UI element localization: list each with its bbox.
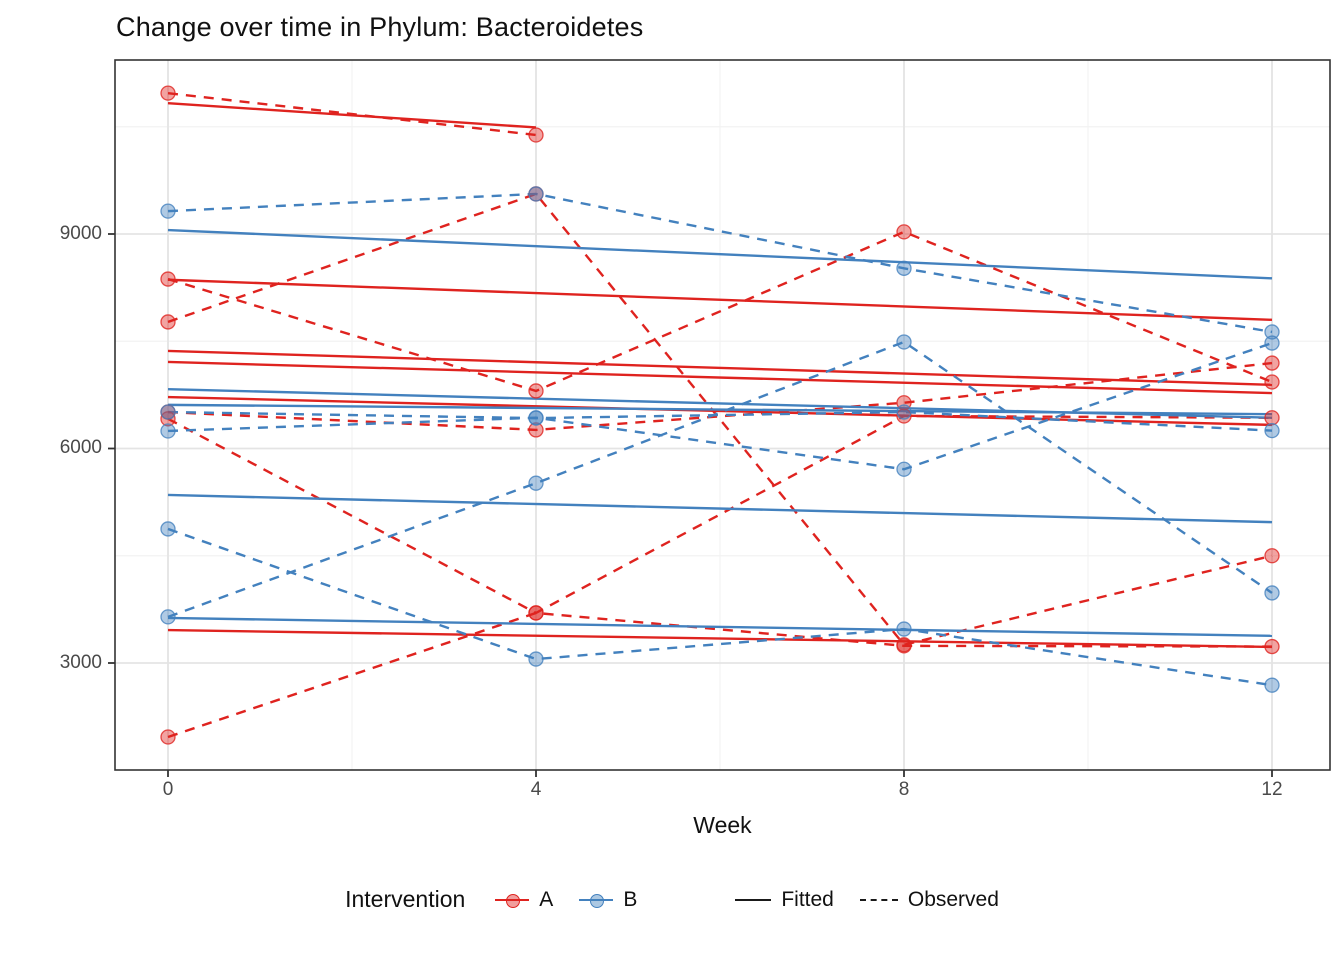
data-point-B4-week0 [160, 521, 176, 537]
legend-key-a-icon [495, 892, 530, 908]
data-point-A4-week12 [1264, 355, 1280, 371]
fitted-line-A2 [167, 278, 1273, 321]
observed-line-A2 [167, 230, 1273, 393]
legend-label-observed: Observed [907, 887, 999, 911]
data-point-B3-week4 [528, 475, 544, 491]
data-point-B4-week8 [896, 621, 912, 637]
data-point-A2-week12 [1264, 374, 1280, 390]
observed-line-key-icon [859, 898, 898, 901]
fitted-line-A5 [167, 360, 1273, 395]
data-point-A6-week4 [528, 605, 544, 621]
data-point-B2-week0 [160, 423, 176, 439]
x-axis-title: Week [693, 812, 752, 838]
fitted-line-B3 [167, 493, 1273, 524]
data-point-B1-week0 [160, 203, 176, 219]
observed-line-A4 [167, 361, 1273, 432]
legend-item-b: B [579, 888, 637, 912]
data-point-B5-week4 [528, 410, 544, 426]
data-point-B1-week4 [528, 186, 544, 202]
data-point-A3-week12 [1264, 548, 1280, 564]
data-point-A5-week8 [896, 408, 912, 424]
legend-label-fitted: Fitted [781, 887, 834, 911]
data-point-A2-week0 [160, 271, 176, 287]
observed-line-A6 [167, 611, 1273, 739]
fitted-line-key-icon [735, 898, 772, 901]
data-point-A2-week4 [528, 383, 544, 399]
observed-line-A1 [167, 91, 537, 137]
fitted-line-B5 [167, 403, 1273, 416]
y-tick-label-6000: 6000 [59, 437, 102, 458]
data-point-B3-week12 [1264, 585, 1280, 601]
legend-label-b: B [623, 887, 638, 911]
data-point-B5-week0 [160, 404, 176, 420]
data-point-B1-week8 [896, 260, 912, 276]
x-tick-label-4: 4 [530, 779, 542, 800]
data-point-A1-week0 [160, 85, 176, 101]
data-point-B4-week4 [528, 651, 544, 667]
observed-line-A3 [167, 192, 1273, 647]
y-tick-label-9000: 9000 [59, 223, 102, 244]
observed-line-B4 [167, 527, 1273, 687]
legend: Intervention A B Fitted Observed [0, 886, 1344, 913]
fitted-line-A4 [167, 349, 1273, 387]
legend-item-observed: Observed [859, 887, 999, 912]
observed-line-B1 [167, 192, 1273, 334]
observed-line-A5 [167, 414, 1273, 615]
data-point-B5-week8 [896, 404, 912, 420]
chart-title: Change over time in Phylum: Bacteroidete… [116, 12, 644, 42]
data-point-A1-week4 [528, 127, 544, 143]
fitted-line-B4 [167, 616, 1273, 638]
fitted-line-B1 [167, 228, 1273, 280]
data-point-A6-week8 [896, 638, 912, 654]
y-tick-label-3000: 3000 [59, 652, 102, 673]
x-tick-label-0: 0 [162, 779, 174, 800]
x-tick-label-8: 8 [898, 779, 910, 800]
legend-item-a: A [495, 888, 553, 912]
data-point-B5-week12 [1264, 422, 1280, 439]
legend-label-a: A [539, 887, 554, 911]
observed-line-B3 [167, 340, 1273, 619]
fitted-line-A6 [167, 628, 1273, 649]
data-point-B4-week12 [1264, 677, 1280, 693]
x-tick-label-12: 12 [1261, 779, 1283, 800]
legend-key-b-icon [579, 892, 614, 908]
data-point-B3-week8 [896, 334, 912, 350]
fitted-line-A1 [167, 101, 537, 129]
data-point-B2-week12 [1264, 335, 1280, 351]
data-point-A6-week0 [160, 729, 176, 745]
data-point-B2-week8 [896, 461, 912, 477]
legend-item-fitted: Fitted [735, 888, 834, 912]
data-point-B1-week12 [1264, 324, 1280, 340]
observed-line-B2 [167, 341, 1273, 471]
data-point-A4-week4 [528, 422, 544, 438]
data-point-B3-week0 [160, 609, 176, 625]
data-point-A3-week0 [160, 314, 176, 330]
legend-title: Intervention [345, 886, 466, 912]
plot-area [108, 59, 1331, 777]
data-point-A6-week12 [1264, 638, 1280, 655]
data-point-A5-week12 [1264, 410, 1280, 426]
panel-border [114, 59, 1331, 771]
observed-line-B5 [167, 410, 1273, 432]
data-point-A2-week8 [896, 224, 912, 240]
